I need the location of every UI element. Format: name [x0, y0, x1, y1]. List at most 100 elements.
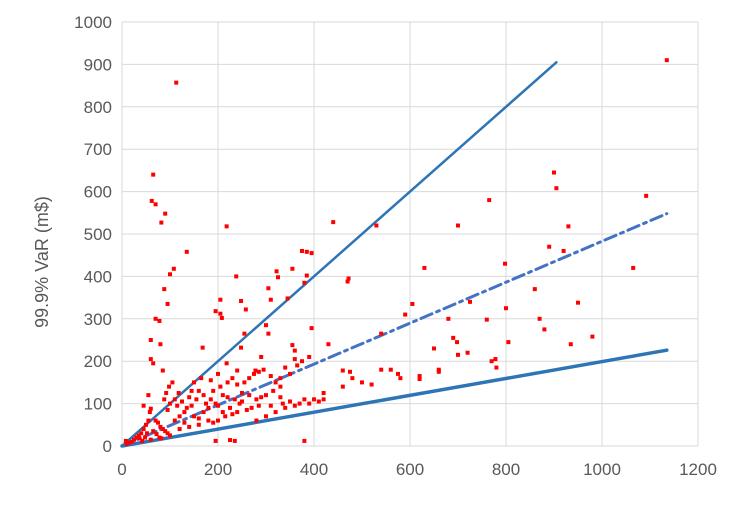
- data-point: [268, 374, 273, 379]
- data-point: [552, 170, 556, 175]
- gridlines: [121, 21, 699, 447]
- data-point: [273, 380, 278, 385]
- y-tick-label: 0: [103, 437, 112, 456]
- data-point: [254, 418, 259, 423]
- data-point: [208, 397, 213, 402]
- data-point: [220, 393, 225, 398]
- data-point: [163, 429, 168, 434]
- data-point: [204, 401, 208, 406]
- data-point: [268, 297, 273, 302]
- data-point: [230, 376, 235, 381]
- data-point: [504, 306, 508, 311]
- data-point: [148, 406, 153, 411]
- data-point: [187, 395, 192, 400]
- data-point: [232, 397, 237, 402]
- data-point: [465, 350, 470, 355]
- data-point: [235, 382, 240, 387]
- data-point: [162, 397, 167, 402]
- data-point: [213, 401, 218, 406]
- data-point: [256, 403, 261, 408]
- data-points: [123, 58, 669, 446]
- data-point: [218, 297, 223, 302]
- x-tick-label: 1000: [583, 460, 621, 479]
- data-point: [307, 354, 312, 359]
- data-point: [224, 361, 229, 366]
- data-point: [283, 365, 288, 370]
- data-point: [252, 371, 256, 376]
- data-point: [547, 244, 552, 249]
- y-tick-label: 500: [84, 225, 112, 244]
- data-point: [456, 352, 460, 357]
- data-point: [455, 340, 460, 345]
- data-point: [144, 431, 149, 436]
- data-point: [388, 367, 393, 372]
- y-tick-label: 400: [84, 267, 112, 286]
- data-point: [316, 399, 321, 404]
- data-point: [239, 345, 244, 350]
- data-point: [253, 368, 258, 373]
- data-point: [187, 424, 192, 429]
- data-point: [208, 378, 213, 383]
- data-point: [300, 359, 304, 364]
- data-point: [249, 405, 254, 410]
- data-point: [168, 272, 172, 277]
- data-point: [216, 418, 220, 423]
- data-point: [189, 388, 194, 393]
- data-point: [276, 275, 280, 280]
- data-point: [256, 369, 261, 374]
- data-point: [568, 342, 573, 347]
- data-point: [194, 397, 199, 402]
- data-point: [206, 418, 211, 423]
- data-point: [307, 401, 312, 406]
- data-point: [304, 273, 309, 278]
- data-point: [162, 287, 167, 292]
- data-point: [417, 374, 422, 379]
- data-point: [295, 363, 300, 368]
- data-point: [537, 316, 542, 321]
- data-point: [379, 331, 384, 336]
- data-point: [360, 380, 364, 385]
- data-point: [243, 307, 248, 312]
- data-point: [309, 251, 314, 256]
- data-point: [506, 340, 511, 345]
- data-point: [302, 438, 307, 443]
- data-point: [165, 431, 170, 436]
- data-point: [140, 438, 145, 443]
- data-point: [141, 427, 146, 432]
- data-point: [321, 391, 326, 395]
- data-point: [199, 376, 204, 381]
- data-point: [206, 405, 211, 410]
- data-point: [264, 414, 268, 419]
- data-point: [129, 439, 134, 444]
- data-point: [542, 327, 547, 332]
- data-point: [189, 403, 194, 408]
- data-point: [220, 410, 225, 415]
- data-point: [240, 399, 244, 404]
- data-point: [290, 266, 295, 271]
- data-point: [201, 410, 206, 415]
- data-point: [631, 265, 636, 270]
- data-point: [159, 436, 164, 441]
- data-point: [468, 299, 472, 304]
- data-point: [532, 287, 537, 292]
- data-point: [312, 397, 316, 402]
- x-tick-labels: 0 200 400 600 800 1000 1200: [117, 460, 717, 479]
- data-point: [153, 316, 158, 321]
- data-point: [297, 401, 302, 406]
- data-point: [143, 435, 148, 440]
- data-point: [379, 367, 384, 372]
- data-point: [340, 368, 345, 373]
- data-point: [223, 414, 228, 419]
- data-point: [331, 220, 336, 225]
- data-point: [218, 384, 223, 389]
- data-point: [292, 348, 297, 353]
- data-point: [234, 274, 239, 279]
- data-point: [218, 311, 223, 316]
- data-point: [321, 397, 326, 402]
- data-point: [175, 403, 180, 408]
- data-point: [211, 388, 216, 393]
- data-point: [403, 312, 408, 317]
- data-point: [266, 286, 271, 291]
- data-point: [264, 323, 268, 328]
- y-tick-label: 800: [84, 98, 112, 117]
